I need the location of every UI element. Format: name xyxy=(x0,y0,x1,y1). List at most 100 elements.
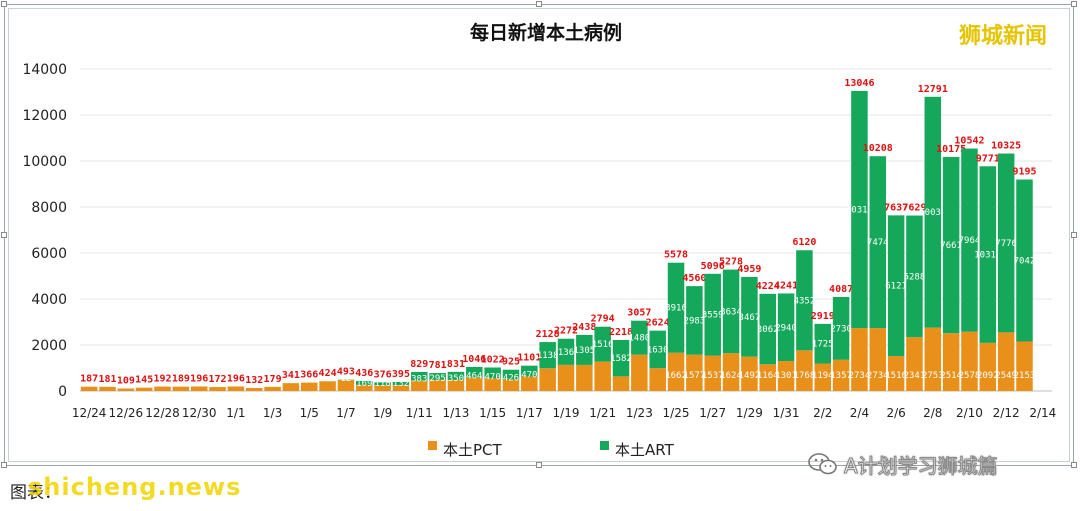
total-label: 187 xyxy=(80,374,98,385)
pct-value-label: 2514 xyxy=(940,371,962,381)
art-value-label: 3559 xyxy=(702,311,724,321)
x-tick-label: 1/13 xyxy=(442,406,469,420)
total-label: 181 xyxy=(98,374,116,385)
bar-pct xyxy=(374,385,391,391)
total-label: 3057 xyxy=(627,308,651,319)
bar-pct xyxy=(979,342,997,391)
resize-handle-bottom-right[interactable] xyxy=(1071,462,1077,468)
source-prefix: 图表： xyxy=(10,483,61,503)
total-label: 2794 xyxy=(591,314,615,325)
total-label: 4560 xyxy=(682,273,706,284)
pct-value-label: 2153 xyxy=(1014,371,1036,381)
bar-pct xyxy=(99,386,116,391)
bar-pct xyxy=(429,379,446,391)
x-tick-label: 1/3 xyxy=(263,406,282,420)
source-watermark: shicheng.news xyxy=(28,473,242,501)
bar-art xyxy=(429,373,446,380)
art-value-label: 1516 xyxy=(592,340,614,350)
bar-pct xyxy=(282,383,300,391)
x-tick-label: 1/23 xyxy=(626,406,653,420)
art-value-label: 3916 xyxy=(665,304,687,314)
art-value-label: 7776 xyxy=(995,239,1017,249)
pct-value-label: 2549 xyxy=(995,371,1017,381)
art-value-label: 7042 xyxy=(1014,256,1036,266)
total-label: 132 xyxy=(245,375,263,386)
y-tick-label: 10000 xyxy=(22,154,67,170)
total-label: 9195 xyxy=(1012,167,1036,178)
total-label: 172 xyxy=(209,374,227,385)
bar-pct xyxy=(686,354,703,391)
art-value-label: 383 xyxy=(411,375,427,385)
resize-handle-top[interactable] xyxy=(536,1,542,7)
bar-art xyxy=(961,148,978,332)
total-label: 829 xyxy=(410,359,428,370)
bar-pct xyxy=(209,387,226,391)
bar-pct xyxy=(319,381,336,391)
resize-handle-right[interactable] xyxy=(1071,232,1077,238)
art-value-label: 10312 xyxy=(846,206,873,216)
x-tick-label: 1/17 xyxy=(516,406,543,420)
pct-value-label: 1662 xyxy=(665,371,687,381)
x-tick-label: 1/29 xyxy=(736,406,763,420)
bar-pct xyxy=(154,386,171,391)
legend: 本土PCT 本土ART xyxy=(428,441,675,459)
total-label: 1022 xyxy=(481,354,505,365)
resize-handle-left[interactable] xyxy=(1,232,7,238)
bar-pct xyxy=(337,379,355,391)
bar-pct xyxy=(887,356,905,391)
x-tick-label: 12/26 xyxy=(109,406,144,420)
bar-art xyxy=(722,269,740,354)
bar-pct xyxy=(392,384,410,391)
resize-handle-top-left[interactable] xyxy=(1,1,7,7)
pct-value-label: 1357 xyxy=(830,371,852,381)
art-value-label: 1582 xyxy=(610,354,632,364)
y-tick-label: 2000 xyxy=(31,338,67,354)
bar-pct xyxy=(814,363,832,391)
total-label: 2128 xyxy=(536,329,560,340)
bar-art xyxy=(667,262,685,353)
art-value-label: 426 xyxy=(503,374,519,384)
pct-value-label: 1164 xyxy=(757,371,779,381)
pct-value-label: 2341 xyxy=(904,371,926,381)
bar-pct xyxy=(777,361,795,391)
bar-art xyxy=(777,293,795,362)
y-tick-label: 8000 xyxy=(31,200,67,216)
total-label: 179 xyxy=(264,374,282,385)
y-tick-label: 4000 xyxy=(31,292,67,308)
legend-swatch-art xyxy=(600,441,609,450)
art-value-label: 1138 xyxy=(537,351,559,361)
x-tick-label: 1/5 xyxy=(300,406,319,420)
x-tick-label: 2/6 xyxy=(886,406,905,420)
total-label: 2438 xyxy=(572,322,596,333)
bar-art xyxy=(576,334,593,365)
art-value-label: 7474 xyxy=(867,238,889,248)
bar-pct xyxy=(576,364,593,391)
bar-art xyxy=(686,286,703,355)
total-label: 5096 xyxy=(701,261,725,272)
bar-pct xyxy=(906,337,923,391)
bar-pct xyxy=(227,386,245,391)
legend-label-art: 本土ART xyxy=(615,441,675,459)
bar-art xyxy=(466,366,483,378)
bar-art xyxy=(741,276,758,357)
resize-handle-bottom-left[interactable] xyxy=(1,462,7,468)
bar-pct xyxy=(832,359,850,391)
x-tick-label: 1/21 xyxy=(589,406,616,420)
resize-handle-top-right[interactable] xyxy=(1071,1,1077,7)
pct-value-label: 1492 xyxy=(739,371,761,381)
wechat-badge[interactable]: A计划学习狮城篇 xyxy=(808,449,998,479)
total-label: 9771 xyxy=(976,153,1000,164)
x-tick-label: 1/25 xyxy=(663,406,690,420)
art-value-label: 2940 xyxy=(775,323,797,333)
art-value-label: 3467 xyxy=(739,313,761,323)
resize-handle-bottom[interactable] xyxy=(536,462,542,468)
legend-label-pct: 本土PCT xyxy=(443,441,503,459)
bar-pct xyxy=(667,352,685,391)
bar-art xyxy=(594,326,611,362)
total-label: 4087 xyxy=(829,284,853,295)
total-label: 395 xyxy=(392,369,410,380)
pct-value-label: 1624 xyxy=(720,371,742,381)
total-label: 341 xyxy=(282,370,300,381)
total-label: 2919 xyxy=(811,311,835,322)
bar-pct xyxy=(997,332,1015,391)
